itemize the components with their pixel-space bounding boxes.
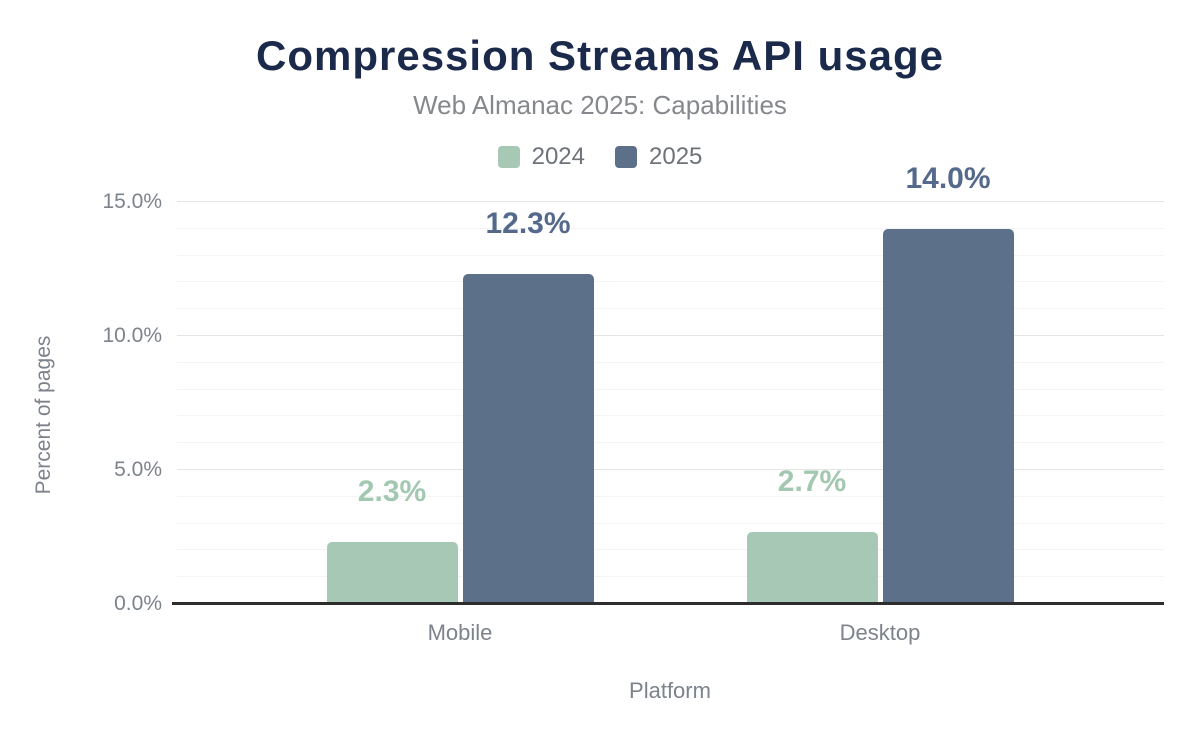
gridline — [177, 469, 1164, 470]
legend-item-2025: 2025 — [615, 143, 702, 171]
chart-title: Compression Streams API usage — [256, 32, 944, 79]
y-tick-label: 0.0% — [114, 592, 162, 615]
legend-label-2025: 2025 — [649, 143, 703, 170]
gridline — [177, 308, 1164, 310]
bar-2024-mobile — [326, 542, 458, 604]
x-tick-label-mobile: Mobile — [427, 620, 493, 645]
gridline — [177, 388, 1164, 390]
value-label-2024-mobile: 2.3% — [357, 475, 427, 509]
gridline — [177, 361, 1164, 363]
y-axis-title: Percent of pages — [32, 335, 55, 495]
gridline — [177, 335, 1164, 336]
gridline — [177, 549, 1164, 551]
y-tick-label: 15.0% — [102, 190, 162, 213]
value-label-2025-desktop: 14.0% — [905, 161, 991, 195]
legend-label-2024: 2024 — [531, 143, 585, 170]
gridline — [177, 576, 1164, 578]
gridline — [177, 495, 1164, 497]
x-axis-title: Platform — [629, 678, 711, 703]
gridline — [177, 227, 1164, 229]
legend-swatch-2025 — [615, 146, 637, 168]
plot-area: 2.3% 2.7% 12.3% 14.0% — [172, 162, 1164, 605]
x-tick-label-desktop: Desktop — [839, 620, 921, 645]
value-label-2025-mobile: 12.3% — [485, 207, 571, 241]
legend-swatch-2024 — [497, 146, 520, 168]
gridline — [177, 442, 1164, 444]
chart-subtitle: Web Almanac 2025: Capabilities — [413, 90, 787, 120]
gridline — [177, 281, 1164, 283]
x-axis-line — [172, 602, 1164, 605]
legend-item-2024: 2024 — [497, 143, 585, 171]
legend: 2024 2025 — [0, 143, 1200, 171]
gridline — [177, 201, 1164, 202]
gridline — [177, 415, 1164, 417]
value-label-2024-desktop: 2.7% — [777, 464, 847, 498]
y-tick-label: 10.0% — [102, 324, 162, 347]
bar-2024-desktop — [746, 531, 878, 604]
gridline — [177, 522, 1164, 524]
y-tick-label: 5.0% — [114, 458, 162, 481]
gridline — [177, 254, 1164, 256]
bar-2025-mobile — [462, 274, 594, 604]
bar-2025-desktop — [882, 228, 1014, 604]
